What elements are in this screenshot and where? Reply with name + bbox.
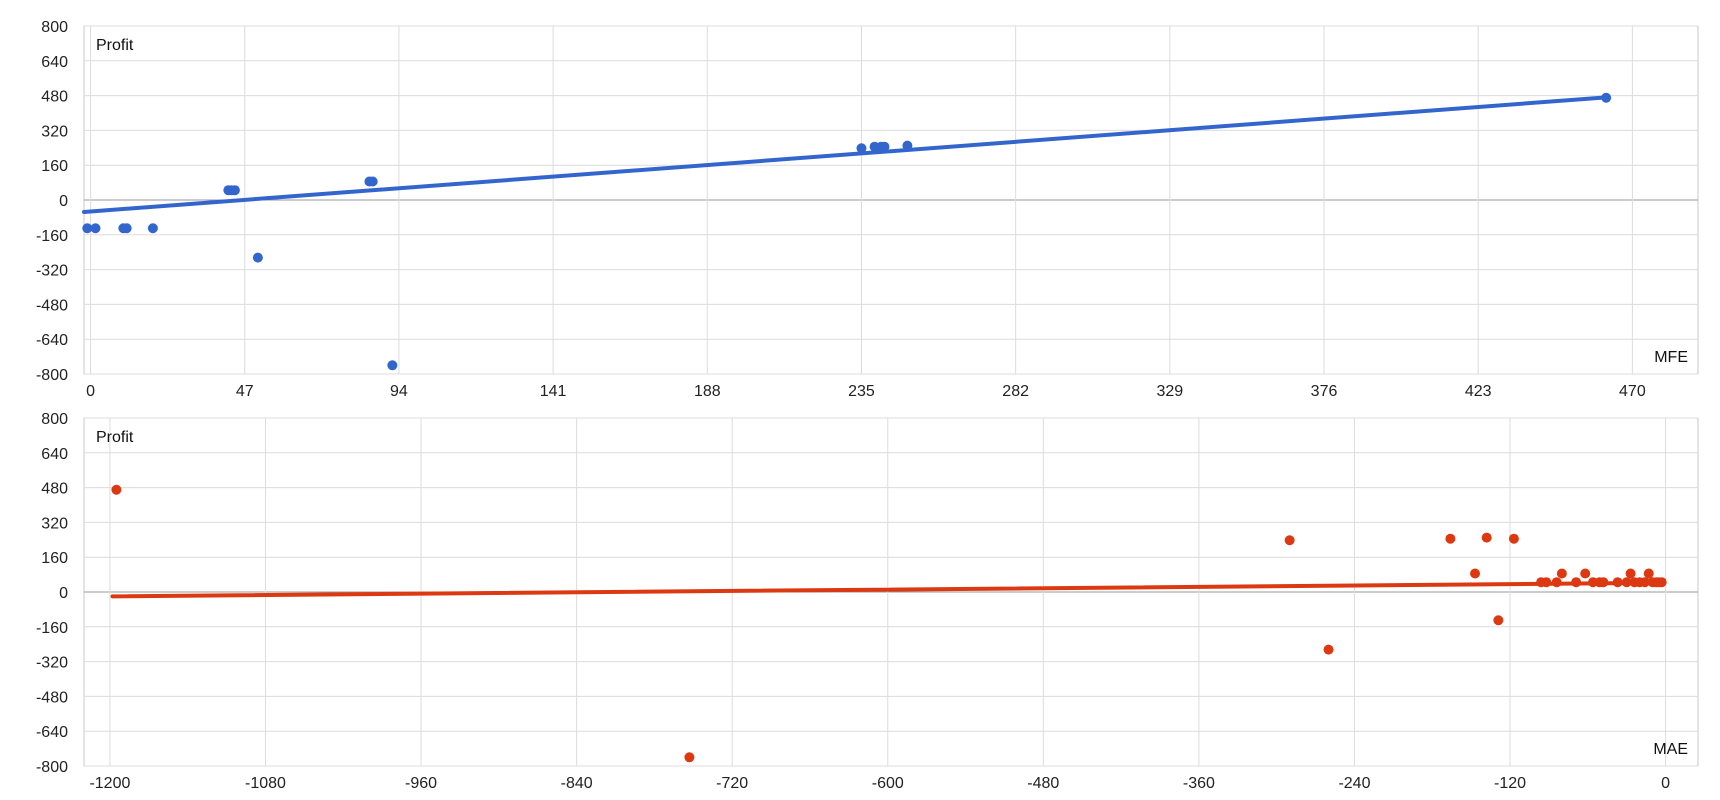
chart1-data-point[interactable] [90, 223, 101, 234]
chart2-y-axis-label: Profit [96, 429, 134, 446]
chart1-data-point[interactable] [879, 141, 890, 152]
chart1-x-tick-label: 235 [848, 383, 875, 400]
chart2-y-tick-label: 160 [41, 550, 68, 567]
chart2-x-tick-label: -1200 [89, 775, 130, 792]
chart1-data-point[interactable] [82, 223, 93, 234]
chart2-x-tick-label: -720 [716, 775, 748, 792]
chart2-y-tick-label: -480 [36, 689, 68, 706]
chart2-data-point[interactable] [1656, 577, 1667, 588]
chart2-x-tick-label: -600 [872, 775, 904, 792]
chart1-y-tick-label: -320 [36, 263, 68, 280]
chart2-x-tick-label: -840 [561, 775, 593, 792]
chart2-x-tick-label: -960 [405, 775, 437, 792]
chart2-y-tick-label: -800 [36, 759, 68, 776]
chart2-data-point[interactable] [1580, 568, 1591, 579]
chart2-x-tick-label: -1080 [245, 775, 286, 792]
chart1-y-tick-label: 320 [41, 123, 68, 140]
chart2-y-tick-label: 480 [41, 481, 68, 498]
chart2-x-axis-label: MAE [1653, 741, 1688, 758]
chart2-data-point[interactable] [111, 484, 122, 495]
chart2-data-point[interactable] [1508, 533, 1519, 544]
chart2-data-point[interactable] [1481, 532, 1492, 543]
chart1-x-tick-label: 470 [1619, 383, 1646, 400]
chart2-x-tick-label: -360 [1183, 775, 1215, 792]
chart2-x-tick-label: 0 [1661, 775, 1670, 792]
chart1-x-tick-label: 188 [694, 383, 721, 400]
chart2-x-tick-label: -240 [1338, 775, 1370, 792]
chart1-y-tick-label: 160 [41, 158, 68, 175]
chart2-x-tick-label: -120 [1494, 775, 1526, 792]
chart2-data-point[interactable] [1625, 568, 1636, 579]
chart1-x-tick-label: 329 [1156, 383, 1183, 400]
chart1-data-point[interactable] [387, 360, 398, 371]
chart1-data-point[interactable] [229, 185, 240, 196]
chart2-x-tick-label: -480 [1027, 775, 1059, 792]
chart1-y-axis-label: Profit [96, 37, 134, 54]
chart1-x-tick-label: 423 [1465, 383, 1492, 400]
chart1-y-tick-label: 480 [41, 89, 68, 106]
chart2-data-point[interactable] [1284, 535, 1295, 546]
chart2-data-point[interactable] [1323, 644, 1334, 655]
chart2-data-point[interactable] [1493, 615, 1504, 626]
chart2-data-point[interactable] [1541, 577, 1552, 588]
chart2-data-point[interactable] [1643, 568, 1654, 579]
chart1-data-point[interactable] [147, 223, 158, 234]
chart1-y-tick-label: -640 [36, 332, 68, 349]
chart1-x-tick-label: 282 [1002, 383, 1029, 400]
chart2-y-tick-label: -160 [36, 620, 68, 637]
chart1-x-tick-label: 47 [236, 383, 254, 400]
chart2-data-point[interactable] [684, 752, 695, 763]
chart1-x-tick-label: 376 [1311, 383, 1338, 400]
chart1-x-axis-label: MFE [1654, 349, 1688, 366]
chart1-data-point[interactable] [252, 252, 263, 263]
chart2-y-tick-label: 800 [41, 411, 68, 428]
chart1-y-tick-label: 0 [59, 193, 68, 210]
chart1-data-point[interactable] [1601, 92, 1612, 103]
chart2-y-tick-label: -640 [36, 724, 68, 741]
chart2-data-point[interactable] [1612, 577, 1623, 588]
chart2-trendline [110, 580, 1660, 599]
chart1-y-tick-label: 800 [41, 19, 68, 36]
chart2-data-point[interactable] [1556, 568, 1567, 579]
chart1-data-point[interactable] [856, 143, 867, 154]
chart2-y-tick-label: -320 [36, 655, 68, 672]
chart1-y-tick-label: -480 [36, 297, 68, 314]
chart2-y-tick-label: 640 [41, 446, 68, 463]
chart1-x-tick-label: 141 [540, 383, 567, 400]
chart1-x-tick-label: 0 [86, 383, 95, 400]
chart2-data-point[interactable] [1639, 577, 1650, 588]
chart1-y-tick-label: 640 [41, 54, 68, 71]
chart1-y-tick-label: -160 [36, 228, 68, 245]
chart2-data-point[interactable] [1551, 577, 1562, 588]
chart2-data-point[interactable] [1621, 577, 1632, 588]
chart1-y-tick-label: -800 [36, 367, 68, 384]
chart1-x-tick-label: 94 [390, 383, 408, 400]
chart2-data-point[interactable] [1598, 577, 1609, 588]
chart2-data-point[interactable] [1571, 577, 1582, 588]
chart2-data-point[interactable] [1470, 568, 1481, 579]
chart1-data-point[interactable] [367, 176, 378, 187]
chart1-data-point[interactable] [902, 140, 913, 151]
chart1-data-point[interactable] [121, 223, 132, 234]
chart1-trendline [82, 95, 1609, 214]
chart2-data-point[interactable] [1445, 533, 1456, 544]
chart2-y-tick-label: 0 [59, 585, 68, 602]
chart2-y-tick-label: 320 [41, 515, 68, 532]
